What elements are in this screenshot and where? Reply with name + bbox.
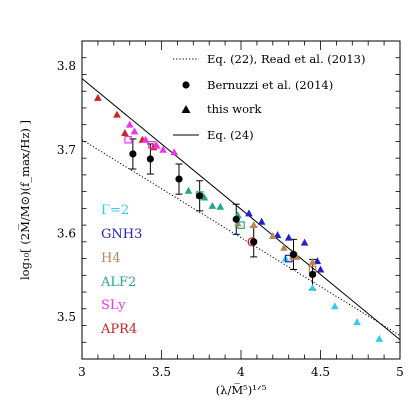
legend-text-eq24: Eq. (24) — [207, 128, 254, 142]
eos-labels: Γ=2 GNH3 H4 ALF2 SLy APR4 — [100, 203, 142, 337]
triangle-marker — [313, 257, 322, 265]
triangle-marker — [257, 217, 266, 225]
triangle-marker — [216, 202, 225, 210]
bernuzzi-point — [175, 175, 183, 183]
legend-text-bernuzzi: Bernuzzi et al. (2014) — [207, 78, 333, 92]
eos-label-apr4: APR4 — [100, 322, 137, 337]
square-marker — [237, 221, 245, 229]
bernuzzi-point — [308, 270, 317, 279]
eos-label-h4: H4 — [101, 251, 121, 266]
y-tick-label: 3.8 — [57, 59, 76, 73]
triangle-marker — [159, 145, 167, 153]
x-tick-label: 5 — [396, 365, 404, 379]
triangle-marker — [184, 186, 193, 194]
legend: Eq. (22), Read et al. (2013) Bernuzzi et… — [173, 52, 366, 142]
legend-triangle-marker — [181, 105, 191, 113]
x-tick-label: 3.5 — [152, 365, 171, 379]
triangle-marker — [284, 233, 293, 241]
eos-label-alf2: ALF2 — [100, 275, 136, 290]
triangle-marker — [130, 127, 139, 135]
eos-label-gnh3: GNH3 — [101, 227, 142, 242]
triangle-marker — [121, 129, 129, 137]
y-tick-label: 3.7 — [57, 143, 76, 157]
bernuzzi-point — [289, 250, 298, 258]
ticks — [81, 40, 401, 360]
triangle-marker — [269, 231, 277, 239]
square-marker — [124, 135, 132, 144]
fit-line-eq22 — [82, 139, 400, 336]
bernuzzi-point — [146, 155, 154, 163]
x-tick-labels: 3 3.5 4 4.5 5 — [78, 365, 404, 379]
triangle-marker — [308, 257, 317, 265]
x-tick-label: 4 — [237, 365, 245, 379]
triangle-marker — [125, 120, 134, 128]
fit-lines — [82, 78, 400, 341]
triangle-marker — [273, 231, 282, 239]
square-marker — [284, 254, 293, 263]
triangle-marker — [300, 238, 309, 246]
legend-text-thiswork: this work — [207, 102, 263, 116]
x-axis-label: (λ/M̅⁵)¹ᐟ⁵ — [216, 383, 267, 397]
triangle-marker — [141, 135, 150, 143]
x-tick-label: 4.5 — [311, 365, 330, 379]
triangle-marker — [170, 148, 179, 156]
fit-line-eq24 — [82, 78, 400, 341]
triangle-marker — [208, 201, 217, 209]
y-tick-label: 3.5 — [57, 310, 76, 324]
triangle-marker — [353, 318, 361, 326]
triangle-marker — [280, 243, 288, 251]
y-axis-label: log₁₀[ (2M̅/M⊙)(f_max/Hz) ] — [18, 120, 32, 280]
markers — [94, 93, 384, 342]
square-marker — [148, 140, 156, 149]
triangle-marker — [316, 265, 325, 273]
triangle-marker — [375, 334, 384, 342]
error-bars — [129, 138, 317, 291]
eos-label-gamma2: Γ=2 — [101, 203, 129, 218]
bernuzzi-point — [232, 215, 240, 223]
triangle-marker — [308, 283, 317, 291]
y-tick-labels: 3.5 3.6 3.7 3.8 — [57, 59, 76, 324]
y-tick-label: 3.6 — [57, 226, 76, 240]
triangle-marker — [245, 209, 253, 217]
triangle-marker — [331, 302, 339, 310]
legend-text-read: Eq. (22), Read et al. (2013) — [207, 52, 366, 66]
bernuzzi-point — [250, 238, 258, 246]
triangle-marker — [249, 221, 258, 229]
triangle-marker — [94, 93, 102, 101]
triangle-marker — [113, 110, 121, 118]
legend-circle-marker — [182, 81, 190, 89]
bernuzzi-point — [129, 150, 137, 158]
x-tick-label: 3 — [78, 365, 86, 379]
eos-label-sly: SLy — [101, 298, 126, 313]
bernuzzi-point — [196, 192, 204, 200]
